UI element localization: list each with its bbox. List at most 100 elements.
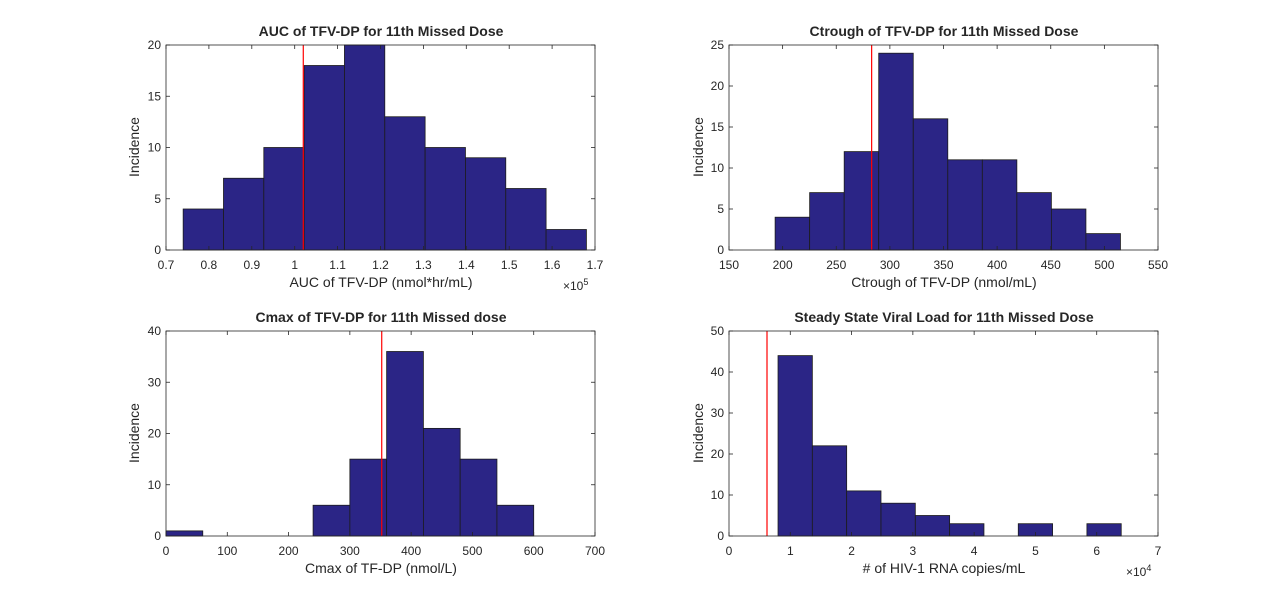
y-tick-label: 10: [148, 141, 162, 155]
histogram-bar: [880, 502, 916, 537]
x-axis-label: # of HIV-1 RNA copies/mL: [863, 560, 1026, 576]
histogram-bar: [386, 351, 424, 537]
y-tick-label: 50: [711, 324, 725, 338]
x-tick-label: 0: [163, 544, 170, 558]
x-tick-label: 0.9: [243, 258, 260, 272]
chart-title: AUC of TFV-DP for 11th Missed Dose: [259, 23, 504, 39]
x-tick-label: 1: [291, 258, 298, 272]
histogram-bar: [165, 530, 204, 537]
histogram-bar: [459, 458, 498, 537]
chart-title: Cmax of TFV-DP for 11th Missed dose: [255, 309, 506, 325]
y-tick-label: 0: [717, 243, 724, 257]
histogram-bar: [424, 147, 466, 251]
x-axis-label: Ctrough of TFV-DP (nmol/mL): [851, 274, 1036, 290]
x-multiplier: ×105: [563, 277, 588, 293]
y-axis-label: Incidence: [126, 403, 142, 463]
axes-frame: [728, 330, 1159, 537]
y-tick-label: 15: [711, 120, 725, 134]
x-tick-label: 1.3: [415, 258, 432, 272]
y-axis-label: Incidence: [690, 117, 706, 177]
y-tick-label: 10: [711, 488, 725, 502]
histogram-bar: [422, 427, 461, 537]
y-tick-label: 0: [717, 529, 724, 543]
x-tick-label: 300: [340, 544, 360, 558]
histogram-bar: [777, 355, 813, 537]
x-tick-label: 550: [1148, 258, 1168, 272]
histogram-bar: [465, 157, 507, 251]
y-tick-label: 30: [148, 375, 162, 389]
x-tick-label: 400: [987, 258, 1007, 272]
x-tick-label: 150: [719, 258, 739, 272]
x-tick-label: 1.1: [329, 258, 346, 272]
y-tick-group: 0 5 10 15 20 25: [711, 38, 1158, 257]
subplot-auc: AUC of TFV-DP for 11th Missed Dose 0.7 0.…: [126, 23, 604, 293]
histogram-bar: [981, 159, 1018, 251]
y-tick-label: 25: [711, 38, 725, 52]
x-tick-label: 2: [848, 544, 855, 558]
y-tick-label: 20: [148, 38, 162, 52]
y-tick-group: 0 10 20 30 40 50: [711, 324, 1158, 543]
x-tick-label: 0.8: [201, 258, 218, 272]
histogram-bar: [1016, 192, 1052, 251]
y-tick-label: 5: [154, 192, 161, 206]
x-tick-label: 450: [1041, 258, 1061, 272]
y-axis-label: Incidence: [690, 403, 706, 463]
y-tick-label: 20: [148, 427, 162, 441]
histogram-bar: [263, 147, 305, 251]
chart-title: Steady State Viral Load for 11th Missed …: [794, 309, 1093, 325]
x-tick-label: 7: [1155, 544, 1162, 558]
x-tick-label: 1.6: [544, 258, 561, 272]
subplot-viral-load: Steady State Viral Load for 11th Missed …: [690, 309, 1162, 579]
y-tick-label: 40: [711, 365, 725, 379]
histogram-bar: [1085, 233, 1121, 251]
bar-group: [165, 351, 535, 537]
y-tick-label: 0: [154, 529, 161, 543]
histogram-bar: [912, 118, 949, 251]
y-tick-label: 30: [711, 406, 725, 420]
histogram-bar: [811, 445, 848, 537]
x-tick-label: 350: [933, 258, 953, 272]
histogram-bar: [349, 458, 388, 537]
x-tick-label: 700: [585, 544, 605, 558]
x-tick-label: 1.7: [587, 258, 604, 272]
histogram-bar: [303, 65, 345, 251]
x-tick-label: 200: [279, 544, 299, 558]
y-tick-label: 20: [711, 79, 725, 93]
y-tick-group: 0 10 20 30 40: [148, 324, 595, 543]
x-tick-label: 3: [910, 544, 917, 558]
y-tick-label: 10: [711, 161, 725, 175]
histogram-bar: [914, 515, 951, 537]
x-tick-label: 1.5: [501, 258, 518, 272]
histogram-bar: [949, 523, 985, 537]
x-tick-label: 500: [1094, 258, 1114, 272]
x-tick-label: 600: [524, 544, 544, 558]
x-tick-label: 1.2: [372, 258, 389, 272]
y-tick-label: 40: [148, 324, 162, 338]
x-tick-group: 0 1 2 3 4 5 6 7: [726, 331, 1162, 558]
histogram-bar: [182, 208, 224, 251]
x-tick-label: 400: [401, 544, 421, 558]
histogram-bar: [878, 52, 914, 251]
x-tick-label: 1.4: [458, 258, 475, 272]
x-tick-label: 0.7: [158, 258, 175, 272]
histogram-bar: [846, 490, 882, 537]
x-tick-label: 300: [880, 258, 900, 272]
x-tick-label: 0: [726, 544, 733, 558]
y-axis-label: Incidence: [126, 117, 142, 177]
x-multiplier-base: ×10: [563, 279, 584, 293]
chart-title: Ctrough of TFV-DP for 11th Missed Dose: [810, 23, 1079, 39]
histogram-bar: [843, 151, 880, 251]
histogram-bar: [223, 177, 265, 251]
histogram-bar: [809, 192, 845, 251]
x-multiplier-base: ×10: [1126, 565, 1147, 579]
histogram-bar: [312, 504, 351, 537]
subplot-cmax: Cmax of TFV-DP for 11th Missed dose 0 100…: [126, 309, 605, 576]
x-multiplier-exponent: 4: [1146, 563, 1151, 573]
y-tick-label: 0: [154, 243, 161, 257]
histogram-bar: [1050, 208, 1087, 251]
histogram-bar: [384, 116, 426, 251]
y-tick-label: 10: [148, 478, 162, 492]
y-tick-label: 15: [148, 89, 162, 103]
x-multiplier-exponent: 5: [583, 277, 588, 287]
